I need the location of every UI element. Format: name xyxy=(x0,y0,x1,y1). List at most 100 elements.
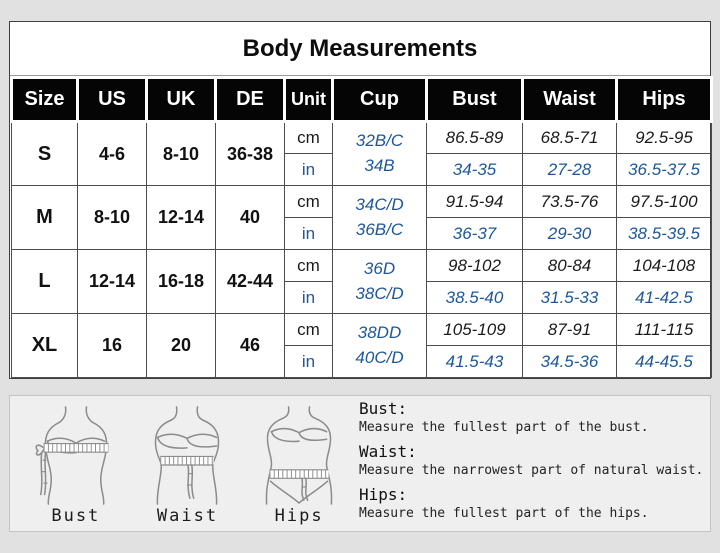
column-header-unit: Unit xyxy=(283,76,334,123)
size-row-xl-cm: XL 16 20 46 cm 38DD 40C/D 105-109 87-91 … xyxy=(11,313,712,378)
cell-size: S xyxy=(11,121,78,186)
column-header-us: US xyxy=(76,76,148,123)
cell-waist-cm: 68.5-71 xyxy=(522,121,617,154)
hips-figure: Hips xyxy=(255,405,343,526)
cell-bust-in: 34-35 xyxy=(426,153,523,186)
column-header-cup: Cup xyxy=(331,76,428,123)
cell-uk: 8-10 xyxy=(146,121,216,186)
size-row-m-cm: M 8-10 12-14 40 cm 34C/D 36B/C 91.5-94 7… xyxy=(11,185,712,250)
cell-de: 40 xyxy=(215,185,285,250)
cell-hips-cm: 104-108 xyxy=(616,249,712,282)
page-title: Body Measurements xyxy=(10,22,710,76)
cell-uk: 20 xyxy=(146,313,216,378)
header-row: Size US UK DE Unit Cup Bust Waist Hips xyxy=(10,76,713,123)
size-chart-sheet: Body Measurements Size US UK DE Unit Cup… xyxy=(9,21,713,379)
size-row-l-in: in 38.5-40 31.5-33 41-42.5 xyxy=(12,281,712,314)
cell-bust-cm: 91.5-94 xyxy=(426,185,523,218)
cell-cup: 34C/D 36B/C xyxy=(332,185,427,250)
cell-uk: 12-14 xyxy=(146,185,216,250)
cell-de: 42-44 xyxy=(215,249,285,314)
waist-instruction-text: Measure the narrowest part of natural wa… xyxy=(359,463,704,478)
cell-us: 4-6 xyxy=(77,121,147,186)
cell-unit-cm: cm xyxy=(284,185,333,218)
measurement-instructions: Bust: Measure the fullest part of the bu… xyxy=(355,396,710,531)
size-row-s-cm: S 4-6 8-10 36-38 cm 32B/C 34B 86.5-89 68… xyxy=(11,121,712,186)
cup-line2: 40C/D xyxy=(355,347,404,367)
cell-bust-cm: 98-102 xyxy=(426,249,523,282)
bust-instruction-heading: Bust: xyxy=(359,399,408,418)
hips-instruction: Hips: Measure the fullest part of the hi… xyxy=(359,485,704,521)
cell-waist-cm: 80-84 xyxy=(522,249,617,282)
size-row-s-in: in 34-35 27-28 36.5-37.5 xyxy=(12,153,712,186)
measurement-guide-panel: Bust xyxy=(9,395,711,532)
column-header-bust: Bust xyxy=(425,76,524,123)
cell-waist-in: 29-30 xyxy=(522,217,617,250)
cell-cup: 38DD 40C/D xyxy=(332,313,427,378)
bust-figure-icon xyxy=(32,405,120,505)
cell-unit-cm: cm xyxy=(284,121,333,154)
cup-line2: 34B xyxy=(364,156,395,175)
column-header-hips: Hips xyxy=(615,76,713,123)
hips-instruction-text: Measure the fullest part of the hips. xyxy=(359,506,649,521)
cell-us: 16 xyxy=(77,313,147,378)
hips-instruction-heading: Hips: xyxy=(359,485,408,504)
cell-waist-in: 27-28 xyxy=(522,153,617,186)
cell-de: 36-38 xyxy=(215,121,285,186)
cell-waist-in: 34.5-36 xyxy=(522,345,617,378)
bust-instruction: Bust: Measure the fullest part of the bu… xyxy=(359,399,704,435)
column-header-de: DE xyxy=(214,76,286,123)
hips-figure-label: Hips xyxy=(274,506,324,526)
cell-unit-cm: cm xyxy=(284,249,333,282)
cell-us: 8-10 xyxy=(77,185,147,250)
cell-bust-cm: 105-109 xyxy=(426,313,523,346)
cell-us: 12-14 xyxy=(77,249,147,314)
bust-instruction-text: Measure the fullest part of the bust. xyxy=(359,420,649,435)
cell-unit-in: in xyxy=(284,153,333,186)
cell-hips-cm: 92.5-95 xyxy=(616,121,712,154)
size-row-xl-in: in 41.5-43 34.5-36 44-45.5 xyxy=(12,345,712,378)
cell-size: XL xyxy=(11,313,78,378)
waist-figure: Waist xyxy=(143,405,231,526)
cell-bust-cm: 86.5-89 xyxy=(426,121,523,154)
cell-cup: 36D 38C/D xyxy=(332,249,427,314)
cup-line2: 36B/C xyxy=(355,219,404,239)
cup-line1: 36D xyxy=(363,258,396,278)
cell-bust-in: 36-37 xyxy=(426,217,523,250)
cup-line1: 32B/C xyxy=(355,131,404,151)
cell-waist-cm: 73.5-76 xyxy=(522,185,617,218)
cell-bust-in: 38.5-40 xyxy=(426,281,523,314)
figure-group: Bust xyxy=(10,396,355,531)
cell-unit-in: in xyxy=(284,281,333,314)
column-header-uk: UK xyxy=(145,76,217,123)
cell-waist-in: 31.5-33 xyxy=(522,281,617,314)
waist-figure-label: Waist xyxy=(156,506,219,526)
cell-waist-cm: 87-91 xyxy=(522,313,617,346)
cell-size: M xyxy=(11,185,78,250)
cell-hips-in: 36.5-37.5 xyxy=(616,153,712,186)
cup-line1: 38DD xyxy=(357,322,402,342)
waist-instruction: Waist: Measure the narrowest part of nat… xyxy=(359,442,704,478)
cup-line2: 38C/D xyxy=(355,283,404,303)
size-row-l-cm: L 12-14 16-18 42-44 cm 36D 38C/D 98-102 … xyxy=(11,249,712,314)
cell-size: L xyxy=(11,249,78,314)
cell-hips-in: 41-42.5 xyxy=(616,281,712,314)
column-header-size: Size xyxy=(10,76,79,123)
cell-de: 46 xyxy=(215,313,285,378)
bust-figure: Bust xyxy=(32,405,120,526)
waist-instruction-heading: Waist: xyxy=(359,442,417,461)
cell-hips-cm: 111-115 xyxy=(616,313,712,346)
column-header-waist: Waist xyxy=(521,76,618,123)
hips-figure-icon xyxy=(255,405,343,505)
cell-cup: 32B/C 34B xyxy=(332,121,427,186)
cell-hips-cm: 97.5-100 xyxy=(616,185,712,218)
cell-unit-cm: cm xyxy=(284,313,333,346)
cell-hips-in: 38.5-39.5 xyxy=(616,217,712,250)
cell-unit-in: in xyxy=(284,345,333,378)
waist-figure-icon xyxy=(143,405,231,505)
cell-bust-in: 41.5-43 xyxy=(426,345,523,378)
cell-unit-in: in xyxy=(284,217,333,250)
cell-hips-in: 44-45.5 xyxy=(616,345,712,378)
cell-uk: 16-18 xyxy=(146,249,216,314)
bust-figure-label: Bust xyxy=(51,506,101,526)
